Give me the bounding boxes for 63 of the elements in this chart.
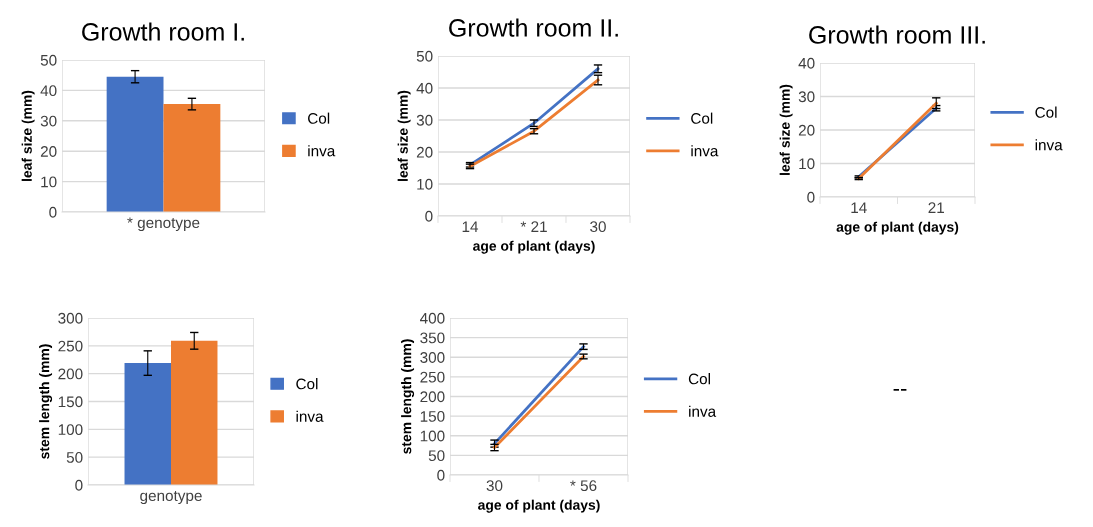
- y-tick-label: 30: [416, 114, 433, 126]
- y-tick-label: 40: [416, 82, 433, 94]
- y-axis-title: leaf size (mm): [21, 90, 35, 181]
- legend-label: Col: [688, 373, 710, 385]
- x-axis-title: age of plant (days): [836, 221, 959, 235]
- y-tick-label: 10: [417, 178, 433, 190]
- y-tick-label: 50: [40, 54, 57, 66]
- chart-title: Growth room I.: [82, 22, 244, 41]
- y-axis-title: leaf size (mm): [397, 90, 411, 181]
- y-tick-label: 250: [420, 371, 445, 383]
- y-tick-label: 0: [49, 206, 57, 218]
- x-tick-label: * 56: [570, 480, 597, 492]
- y-tick-label: 10: [41, 176, 57, 188]
- x-axis-title: age of plant (days): [473, 240, 595, 254]
- x-axis-title: age of plant (days): [478, 499, 600, 513]
- legend-label: inva: [308, 145, 336, 157]
- y-tick-label: 10: [799, 158, 815, 170]
- x-tick-label: 21: [928, 202, 944, 213]
- legend-label: Col: [296, 378, 318, 390]
- y-tick-label: 50: [416, 50, 433, 62]
- y-tick-label: 150: [420, 410, 445, 422]
- y-tick-label: 150: [58, 396, 83, 408]
- legend-label: Col: [308, 112, 330, 124]
- y-tick-label: 0: [425, 210, 433, 222]
- y-tick-label: 50: [66, 452, 83, 463]
- y-tick-label: 300: [58, 312, 83, 324]
- y-tick-label: 30: [798, 91, 815, 103]
- y-tick-label: 200: [420, 391, 445, 403]
- y-tick-label: 400: [420, 312, 445, 324]
- y-tick-label: 20: [416, 146, 433, 158]
- y-tick-label: 40: [40, 85, 57, 97]
- y-tick-label: 200: [58, 368, 83, 380]
- chart-title: Growth room III.: [809, 25, 985, 44]
- legend-label: Col: [1035, 106, 1057, 118]
- chart-title: Growth room II.: [449, 18, 618, 37]
- x-tick-label: 30: [590, 221, 606, 233]
- y-tick-label: 40: [798, 57, 815, 69]
- x-tick-label: * 21: [520, 221, 547, 232]
- legend-label: inva: [691, 145, 719, 157]
- y-tick-label: 250: [58, 340, 83, 352]
- y-tick-label: 100: [420, 430, 445, 442]
- x-tick-label: * genotype: [127, 217, 200, 232]
- y-tick-label: 30: [40, 115, 57, 127]
- y-tick-label: 350: [420, 332, 445, 344]
- y-tick-label: 100: [58, 424, 83, 436]
- legend-label: Col: [691, 112, 713, 124]
- y-axis-title: leaf size (mm): [779, 84, 793, 175]
- legend-label: inva: [296, 410, 324, 422]
- y-axis-title: stem length (mm): [401, 339, 415, 454]
- x-tick-label: 14: [851, 202, 867, 213]
- x-tick-label: genotype: [140, 491, 202, 505]
- legend-label: inva: [1035, 139, 1063, 151]
- y-tick-label: 0: [75, 479, 83, 491]
- x-tick-label: 14: [462, 221, 479, 232]
- y-tick-label: 20: [40, 146, 57, 157]
- y-axis-title: stem length (mm): [39, 344, 53, 459]
- text: --: [893, 388, 907, 391]
- legend-label: inva: [689, 405, 717, 417]
- y-tick-label: 300: [420, 352, 445, 363]
- y-tick-label: 20: [798, 124, 815, 136]
- y-tick-label: 50: [428, 450, 445, 462]
- y-tick-label: 0: [807, 191, 815, 203]
- y-tick-label: 0: [437, 469, 445, 481]
